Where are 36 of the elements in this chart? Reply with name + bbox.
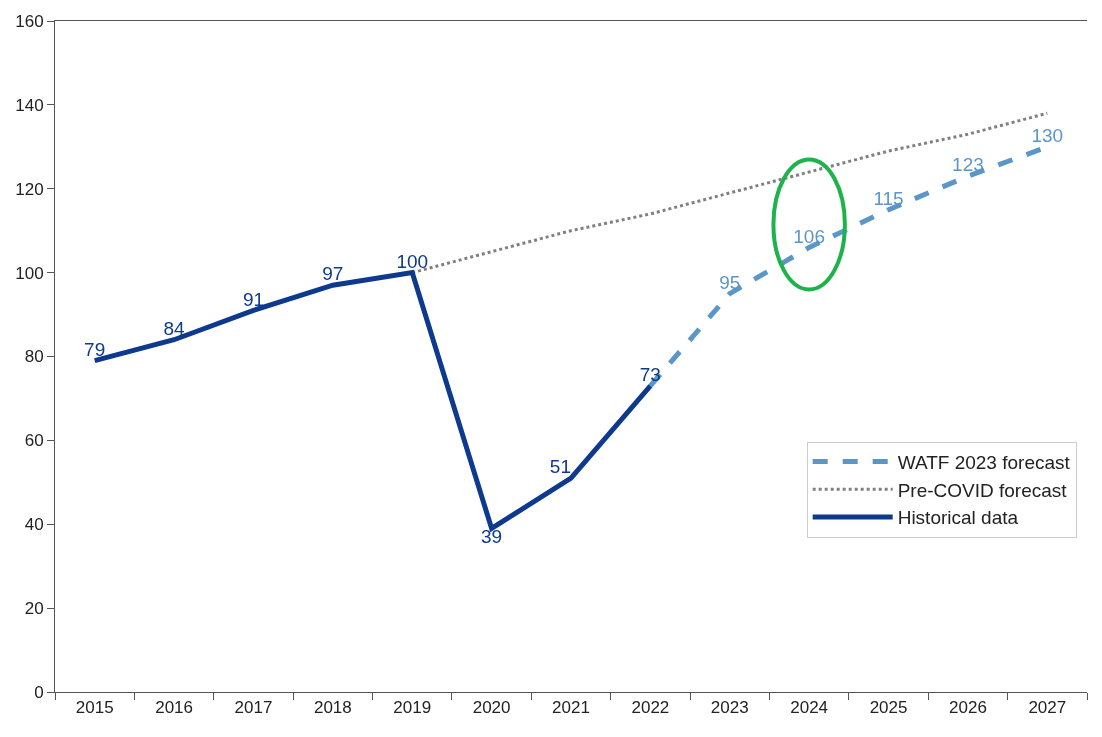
- x-tick-label: 2023: [710, 698, 749, 718]
- x-tick-label: 2027: [1028, 698, 1067, 718]
- x-tick-label: 2015: [75, 698, 114, 718]
- x-tick-label: 2024: [790, 698, 829, 718]
- y-tick-label: 0: [34, 682, 44, 702]
- data-label: 106: [793, 225, 825, 247]
- x-tick-label: 2019: [393, 698, 432, 718]
- x-tick-label: 2016: [155, 698, 193, 718]
- data-label: 91: [242, 288, 265, 310]
- y-tick-label: 100: [15, 263, 44, 283]
- y-tick-label: 20: [24, 599, 44, 619]
- x-tick-label: 2026: [949, 698, 987, 718]
- y-tick-label: 60: [24, 431, 44, 451]
- x-tick-label: 2020: [472, 698, 511, 718]
- data-label: 100: [396, 250, 429, 272]
- y-tick-label: 40: [24, 515, 44, 535]
- data-label: 79: [84, 338, 106, 360]
- data-label: 130: [1031, 125, 1064, 147]
- y-tick-label: 120: [15, 179, 44, 199]
- legend-label: Pre-COVID forecast: [897, 479, 1068, 501]
- data-label: 39: [481, 525, 503, 547]
- x-tick-label: 2018: [313, 698, 352, 718]
- x-tick-label: 2017: [234, 698, 273, 718]
- x-tick-label: 2021: [552, 698, 590, 718]
- legend-label: Historical data: [897, 507, 1019, 529]
- data-label: 73: [639, 364, 661, 386]
- data-label: 97: [322, 263, 344, 285]
- data-label: 84: [163, 317, 186, 339]
- data-label: 115: [873, 187, 904, 209]
- legend-label: WATF 2023 forecast: [897, 451, 1071, 473]
- y-tick-label: 140: [15, 95, 44, 115]
- y-tick-label: 160: [15, 11, 44, 31]
- x-tick-label: 2022: [631, 698, 670, 718]
- y-tick-label: 80: [24, 347, 44, 367]
- x-tick-label: 2025: [869, 698, 908, 718]
- data-label: 51: [549, 456, 571, 478]
